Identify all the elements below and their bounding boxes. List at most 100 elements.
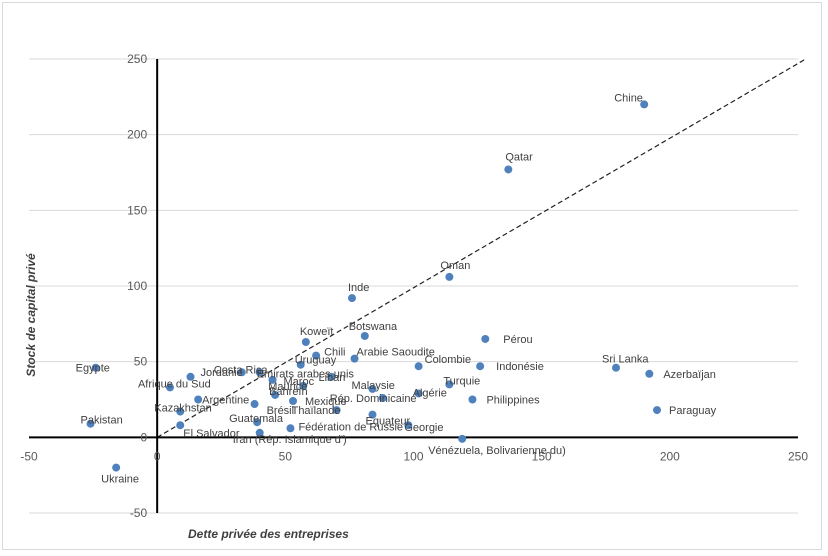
data-point [176,421,185,430]
data-point [347,294,356,303]
y-tick-label: -50 [130,506,148,520]
data-label: Afrique du Sud [138,378,211,390]
axes [29,59,798,513]
data-point [186,372,195,381]
data-label: Emirats arabes unis [257,368,355,380]
data-label: Koweït [300,326,334,338]
data-label: Malaysie [351,380,394,392]
data-point [165,383,174,392]
data-label: Azerbaïjan [663,369,716,381]
x-tick-label: 100 [403,449,423,463]
data-point [414,389,423,398]
data-point [360,331,369,340]
data-label: Chili [324,347,345,359]
data-label: Ukraine [101,474,139,486]
data-point [296,360,305,369]
data-label: Botswana [349,321,398,333]
data-label: Paraguay [669,405,717,417]
data-label: Colombie [425,354,471,366]
data-label: Kazakhstan [154,403,211,415]
y-tick-label: 200 [127,128,147,142]
point-labels: Chine Qatar Oman Inde Pérou Koweït Botswana Chi… [76,92,717,485]
data-point [612,363,621,372]
x-tick-label: -50 [20,449,38,463]
data-label: Costa Rica [214,364,269,376]
data-label: Indonésie [496,361,544,373]
y-tick-label: 100 [127,279,147,293]
data-label: Chine [614,92,643,104]
data-label: El Salvador [183,428,240,440]
data-point [327,372,336,381]
data-label: Qatar [505,151,533,163]
data-point [653,406,662,415]
data-point [112,463,121,472]
data-label: Iran (Rép. Islamique d') [233,434,347,446]
data-point [271,390,280,399]
data-label: Philippines [486,395,540,407]
data-point [378,393,387,402]
data-point [91,363,100,372]
data-label: Sri Lanka [602,354,649,366]
data-point [255,428,264,437]
data-label: Thaïlande [292,405,341,417]
data-label: Turquie [443,375,480,387]
data-label: Arabie Saoudite [357,347,435,359]
data-label: Georgie [404,422,443,434]
data-label: Fédération de Russie [298,421,403,433]
data-point [645,369,654,378]
data-point [445,380,454,389]
y-tick-labels: -50 0 50 100 150 200 250 [127,52,147,520]
data-point [250,400,259,409]
data-point [176,407,185,416]
y-tick-label: 250 [127,52,147,66]
data-label: Vénézuela, Bolivarienne du) [428,445,566,457]
data-label: Egypte [76,363,110,375]
data-point [194,395,203,404]
x-tick-label: 200 [660,449,680,463]
data-label: Maurice [268,381,307,393]
x-tick-label: 50 [279,449,293,463]
data-label: Maroc [284,376,315,388]
data-label: Pérou [503,334,532,346]
data-point [476,362,485,371]
data-points [86,100,662,472]
data-label: Bahreïn [269,386,308,398]
data-label: Rép. Dominicaine [330,393,417,405]
data-label: Algérie [413,387,447,399]
data-point [445,272,454,281]
data-point [350,354,359,363]
x-tick-label: 150 [532,449,552,463]
data-point [458,434,467,443]
data-point [268,375,277,384]
data-point [468,395,477,404]
data-point [414,362,423,371]
data-label: Liban [318,372,345,384]
data-point [504,165,513,174]
data-point [481,334,490,343]
scatter-chart: -50 0 50 100 150 200 250 -50 0 50 100 150 200 250 Ch… [20,52,808,541]
data-label: Inde [348,282,369,294]
data-point [404,421,413,430]
data-label: Oman [440,260,470,272]
data-point [289,397,298,406]
data-point [368,410,377,419]
chart-frame: -50 0 50 100 150 200 250 -50 0 50 100 150 200 250 Ch… [2,2,822,550]
data-point [237,368,246,377]
x-tick-label: 250 [788,449,808,463]
data-label: Mexique [305,396,347,408]
trendline [156,58,806,438]
data-label: Equateur [365,416,410,428]
x-tick-label: 0 [154,449,161,463]
data-point [86,419,95,428]
data-point [299,381,308,390]
data-point [255,368,264,377]
data-point [301,337,310,346]
data-point [368,384,377,393]
trendline-layer [156,58,806,438]
data-point [286,424,295,433]
data-label: Argentine [202,395,249,407]
data-label: Guatemala [229,413,284,425]
data-point [253,418,262,427]
data-label: Uruguay [295,355,337,367]
y-axis-title: Stock de capital privé [24,253,38,377]
